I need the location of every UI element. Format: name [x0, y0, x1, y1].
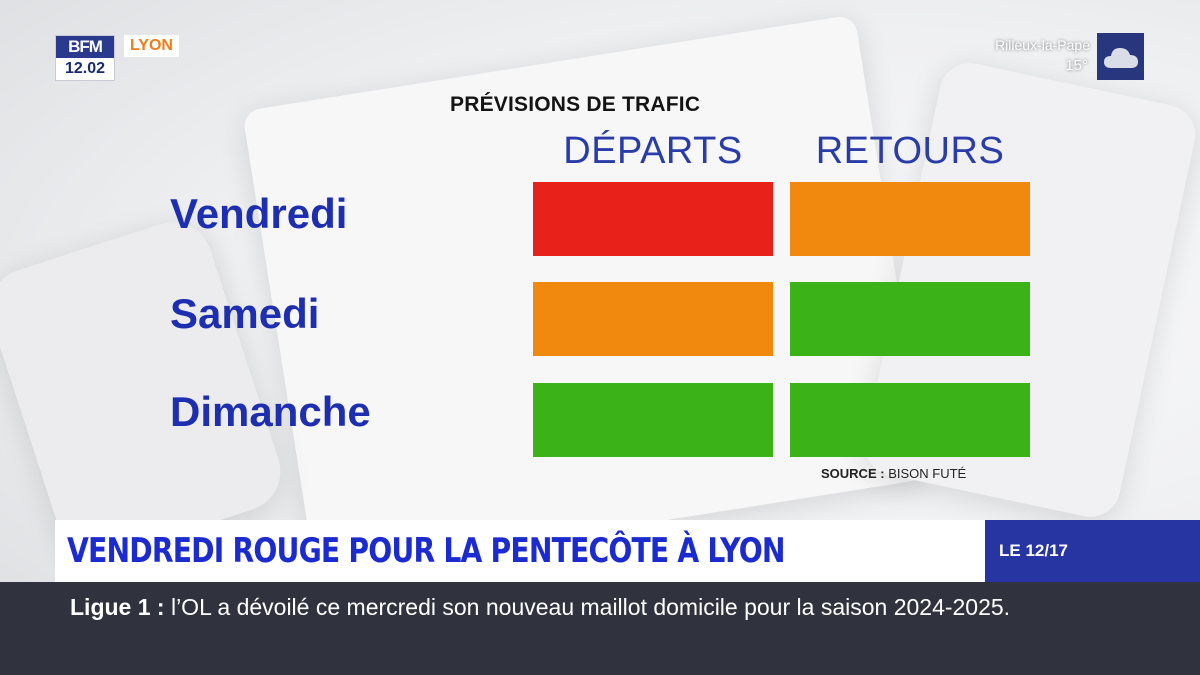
show-name-tag: LE 12/17	[985, 520, 1200, 582]
traffic-cell	[533, 282, 773, 356]
weather-city: Rilleux-la-Pape	[995, 37, 1090, 53]
day-label-vendredi: Vendredi	[170, 190, 348, 237]
weather-icon-box	[1097, 33, 1144, 80]
source-label: SOURCE :	[821, 466, 885, 481]
weather-temperature: 15°	[1065, 57, 1088, 74]
traffic-cell	[790, 182, 1030, 256]
clock-time: 12.02	[64, 60, 106, 77]
source-name: BISON FUTÉ	[888, 466, 967, 481]
headline-text: VENDREDI ROUGE POUR LA PENTECÔTE À LYON	[67, 531, 786, 571]
traffic-cell	[533, 383, 773, 457]
day-label-samedi: Samedi	[170, 290, 320, 337]
ticker-label: Ligue 1 :	[70, 594, 171, 620]
traffic-cell	[790, 282, 1030, 356]
forecast-title: PRÉVISIONS DE TRAFIC	[450, 93, 701, 116]
news-ticker: Ligue 1 : l’OL a dévoilé ce mercredi son…	[0, 582, 1200, 675]
channel-logo: BFM 12.02	[55, 35, 115, 81]
traffic-cell	[533, 182, 773, 256]
day-label-dimanche: Dimanche	[170, 388, 371, 435]
column-header-departs: DÉPARTS	[563, 130, 743, 172]
cloud-icon	[1103, 47, 1138, 68]
channel-name: LYON	[124, 35, 179, 57]
traffic-cell	[790, 383, 1030, 457]
brand-label: BFM	[56, 36, 114, 58]
column-header-retours: RETOURS	[815, 130, 1005, 172]
ticker-text: l’OL a dévoilé ce mercredi son nouveau m…	[170, 594, 1011, 620]
headline-bar: VENDREDI ROUGE POUR LA PENTECÔTE À LYON	[55, 520, 985, 582]
source-credit: SOURCE : BISON FUTÉ	[821, 466, 966, 481]
